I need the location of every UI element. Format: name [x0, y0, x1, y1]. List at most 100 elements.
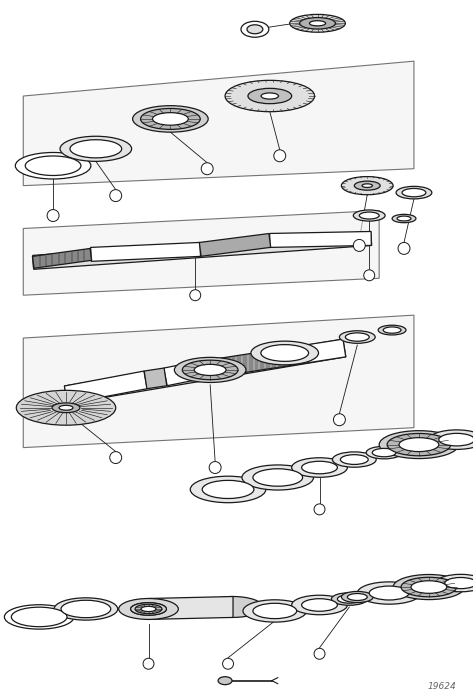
- Polygon shape: [144, 368, 167, 389]
- Ellipse shape: [359, 212, 379, 219]
- Ellipse shape: [379, 431, 459, 459]
- Ellipse shape: [301, 599, 337, 611]
- Ellipse shape: [61, 600, 111, 618]
- Ellipse shape: [341, 591, 373, 602]
- Ellipse shape: [337, 595, 361, 603]
- Polygon shape: [91, 242, 201, 261]
- Ellipse shape: [445, 577, 474, 588]
- Ellipse shape: [190, 476, 266, 503]
- Ellipse shape: [366, 446, 402, 459]
- Ellipse shape: [429, 430, 474, 450]
- Ellipse shape: [241, 22, 269, 37]
- Ellipse shape: [354, 181, 380, 190]
- Ellipse shape: [411, 581, 447, 593]
- Circle shape: [110, 190, 122, 202]
- Polygon shape: [200, 234, 271, 256]
- Ellipse shape: [396, 186, 432, 199]
- Ellipse shape: [387, 433, 451, 456]
- Ellipse shape: [131, 602, 166, 615]
- Ellipse shape: [378, 325, 406, 335]
- Ellipse shape: [135, 604, 162, 614]
- Polygon shape: [270, 232, 371, 247]
- Ellipse shape: [439, 433, 474, 446]
- Ellipse shape: [436, 574, 474, 592]
- Circle shape: [353, 239, 365, 251]
- Ellipse shape: [331, 593, 367, 605]
- Ellipse shape: [202, 480, 254, 498]
- Ellipse shape: [369, 586, 409, 600]
- Circle shape: [47, 209, 59, 221]
- Ellipse shape: [194, 364, 226, 376]
- Polygon shape: [148, 597, 233, 619]
- Ellipse shape: [247, 25, 263, 34]
- Ellipse shape: [401, 577, 457, 597]
- Circle shape: [110, 452, 122, 463]
- Text: 19624: 19624: [428, 682, 457, 690]
- Ellipse shape: [4, 604, 74, 629]
- Ellipse shape: [341, 177, 393, 195]
- Ellipse shape: [383, 327, 401, 333]
- Circle shape: [398, 242, 410, 254]
- Circle shape: [274, 150, 286, 162]
- Ellipse shape: [141, 108, 200, 129]
- Ellipse shape: [339, 331, 375, 343]
- Polygon shape: [23, 315, 414, 447]
- Ellipse shape: [399, 438, 439, 452]
- Ellipse shape: [118, 598, 178, 619]
- Ellipse shape: [290, 15, 346, 32]
- Polygon shape: [23, 211, 379, 295]
- Ellipse shape: [346, 333, 369, 341]
- Ellipse shape: [261, 93, 279, 99]
- Ellipse shape: [357, 582, 421, 604]
- Ellipse shape: [60, 136, 132, 161]
- Ellipse shape: [70, 140, 122, 158]
- Ellipse shape: [225, 80, 315, 112]
- Circle shape: [314, 504, 325, 515]
- Ellipse shape: [392, 214, 416, 223]
- Ellipse shape: [242, 465, 313, 490]
- Polygon shape: [32, 248, 91, 268]
- Circle shape: [201, 163, 213, 174]
- Ellipse shape: [362, 184, 373, 188]
- Ellipse shape: [253, 469, 302, 487]
- Ellipse shape: [52, 403, 80, 413]
- Ellipse shape: [393, 574, 465, 600]
- Ellipse shape: [174, 357, 246, 383]
- Ellipse shape: [261, 345, 309, 362]
- Ellipse shape: [248, 89, 292, 104]
- Ellipse shape: [131, 602, 166, 615]
- Ellipse shape: [11, 607, 67, 627]
- Ellipse shape: [340, 454, 368, 464]
- Ellipse shape: [253, 603, 297, 618]
- Polygon shape: [23, 61, 414, 186]
- Polygon shape: [164, 363, 192, 386]
- Ellipse shape: [310, 21, 326, 26]
- Ellipse shape: [347, 593, 367, 600]
- Ellipse shape: [243, 600, 307, 622]
- Circle shape: [314, 648, 325, 659]
- Ellipse shape: [353, 210, 385, 221]
- Polygon shape: [298, 339, 346, 364]
- Circle shape: [143, 658, 154, 669]
- Ellipse shape: [372, 448, 396, 456]
- Ellipse shape: [54, 597, 118, 620]
- Circle shape: [364, 270, 374, 281]
- Ellipse shape: [301, 461, 337, 474]
- Ellipse shape: [59, 406, 73, 410]
- Ellipse shape: [402, 188, 426, 197]
- Ellipse shape: [332, 452, 376, 467]
- Polygon shape: [64, 371, 147, 403]
- Circle shape: [190, 290, 201, 301]
- Polygon shape: [33, 232, 372, 269]
- Ellipse shape: [292, 595, 347, 615]
- Circle shape: [333, 414, 346, 426]
- Circle shape: [209, 461, 221, 473]
- Ellipse shape: [397, 216, 411, 221]
- Ellipse shape: [25, 156, 81, 175]
- Ellipse shape: [182, 360, 238, 380]
- Ellipse shape: [16, 390, 116, 425]
- Polygon shape: [64, 339, 346, 403]
- Circle shape: [223, 658, 234, 669]
- Ellipse shape: [292, 458, 347, 477]
- Ellipse shape: [153, 112, 188, 125]
